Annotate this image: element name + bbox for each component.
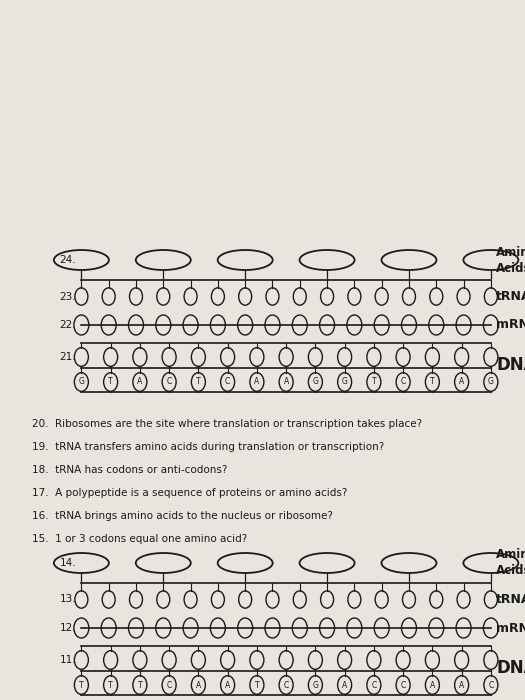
Text: 11.: 11. (59, 655, 76, 665)
Text: G: G (312, 680, 318, 690)
Text: G: G (312, 377, 318, 386)
Text: 23.: 23. (59, 291, 76, 302)
Text: A: A (430, 680, 435, 690)
Text: C: C (371, 680, 376, 690)
Text: 22.: 22. (59, 320, 76, 330)
Text: 20.  Ribosomes are the site where translation or transcription takes place?: 20. Ribosomes are the site where transla… (32, 419, 422, 429)
Text: G: G (78, 377, 85, 386)
Text: mRNA: mRNA (496, 622, 525, 634)
Text: A: A (459, 377, 464, 386)
Text: 17.  A polypeptide is a sequence of proteins or amino acids?: 17. A polypeptide is a sequence of prote… (32, 488, 347, 498)
Text: T: T (138, 680, 142, 690)
Text: tRNA: tRNA (496, 290, 525, 303)
Text: G: G (342, 377, 348, 386)
Text: C: C (488, 680, 493, 690)
Text: A: A (225, 680, 230, 690)
Text: 13.: 13. (59, 594, 76, 605)
Text: C: C (401, 377, 406, 386)
Text: T: T (372, 377, 376, 386)
Text: C: C (225, 377, 230, 386)
Text: T: T (108, 377, 113, 386)
Text: 19.  tRNA transfers amino acids during translation or transcription?: 19. tRNA transfers amino acids during tr… (32, 442, 384, 452)
Text: A: A (196, 680, 201, 690)
Text: T: T (255, 680, 259, 690)
Text: C: C (284, 680, 289, 690)
Text: 14.: 14. (59, 558, 76, 568)
Text: A: A (137, 377, 142, 386)
Text: A: A (254, 377, 259, 386)
Text: Amino
Acids: Amino Acids (496, 246, 525, 274)
Text: A: A (342, 680, 347, 690)
Text: mRNA: mRNA (496, 318, 525, 332)
Text: 24.: 24. (59, 255, 76, 265)
Text: T: T (196, 377, 201, 386)
Text: 21.: 21. (59, 352, 76, 362)
Text: T: T (79, 680, 83, 690)
Text: 18.  tRNA has codons or anti-codons?: 18. tRNA has codons or anti-codons? (32, 465, 227, 475)
Text: DNA: DNA (496, 659, 525, 677)
Text: A: A (284, 377, 289, 386)
Text: C: C (166, 377, 172, 386)
Text: T: T (430, 377, 435, 386)
Text: C: C (166, 680, 172, 690)
Text: tRNA: tRNA (496, 593, 525, 606)
Text: 12.: 12. (59, 623, 76, 633)
Text: 15.  1 or 3 codons equal one amino acid?: 15. 1 or 3 codons equal one amino acid? (32, 534, 247, 544)
Text: DNA: DNA (496, 356, 525, 374)
Text: Amino
Acids: Amino Acids (496, 549, 525, 578)
Text: G: G (488, 377, 494, 386)
Text: T: T (108, 680, 113, 690)
Text: 16.  tRNA brings amino acids to the nucleus or ribosome?: 16. tRNA brings amino acids to the nucle… (32, 511, 332, 521)
Text: A: A (459, 680, 464, 690)
Text: C: C (401, 680, 406, 690)
